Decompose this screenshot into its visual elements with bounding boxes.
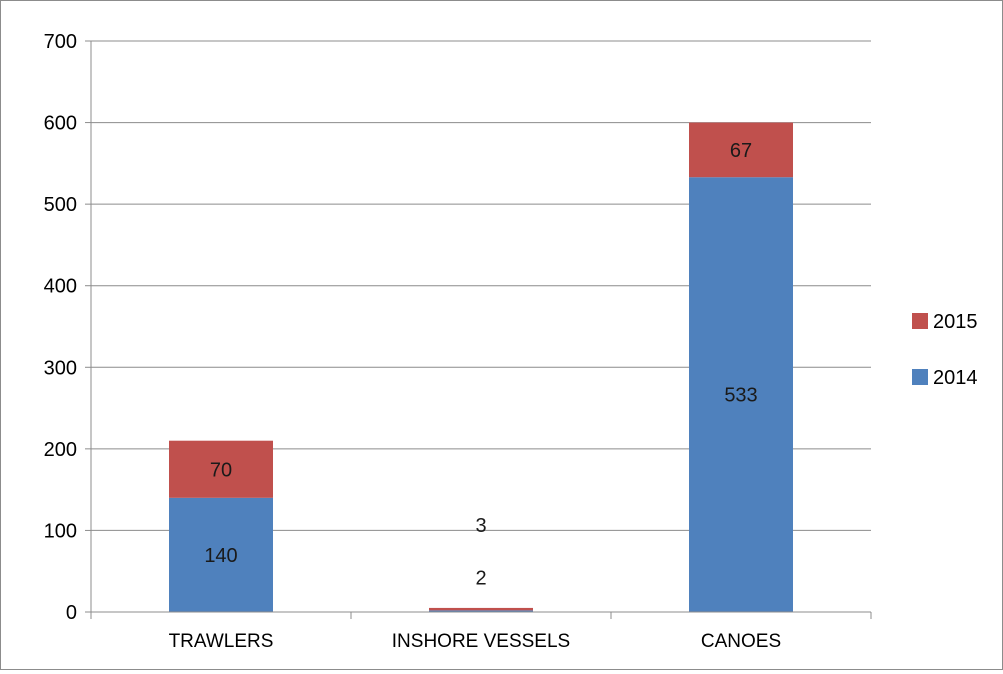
y-tick-label: 700 [44,31,77,53]
x-tick-label: TRAWLERS [169,631,274,652]
legend-label: 2015 [933,311,978,333]
y-tick-labels: 0 100 200 300 400 500 600 700 [44,31,77,624]
data-label: 67 [730,140,752,162]
data-label: 70 [210,459,232,481]
data-label: 140 [204,545,237,567]
bar-2014-inshore-vessels [429,610,533,612]
y-tick-label: 200 [44,439,77,461]
y-tick-label: 500 [44,194,77,216]
legend-label: 2014 [933,367,978,389]
x-tick-label: CANOES [701,631,781,652]
legend: 2015 2014 [912,311,978,389]
data-label: 533 [724,385,757,407]
y-tick-label: 600 [44,113,77,135]
data-labels: 140 70 2 3 533 67 [204,140,757,589]
y-tick-label: 400 [44,276,77,298]
bar-2015-canoes [689,122,793,178]
y-tick-label: 300 [44,357,77,379]
bars [169,122,793,612]
data-label: 3 [475,515,486,537]
bar-2015-trawlers [169,440,273,498]
bar-2014-canoes [689,177,793,612]
bar-2015-inshore-vessels [429,607,533,611]
x-tick-label: INSHORE VESSELS [392,631,570,652]
y-tick-label: 0 [66,602,77,624]
axes [85,40,872,619]
x-tick-labels: TRAWLERS INSHORE VESSELS CANOES [169,631,782,652]
legend-swatch-2014 [912,369,928,385]
legend-swatch-2015 [912,313,928,329]
data-label: 2 [475,567,486,589]
bar-2014-trawlers [169,497,273,612]
y-tick-label: 100 [44,520,77,542]
